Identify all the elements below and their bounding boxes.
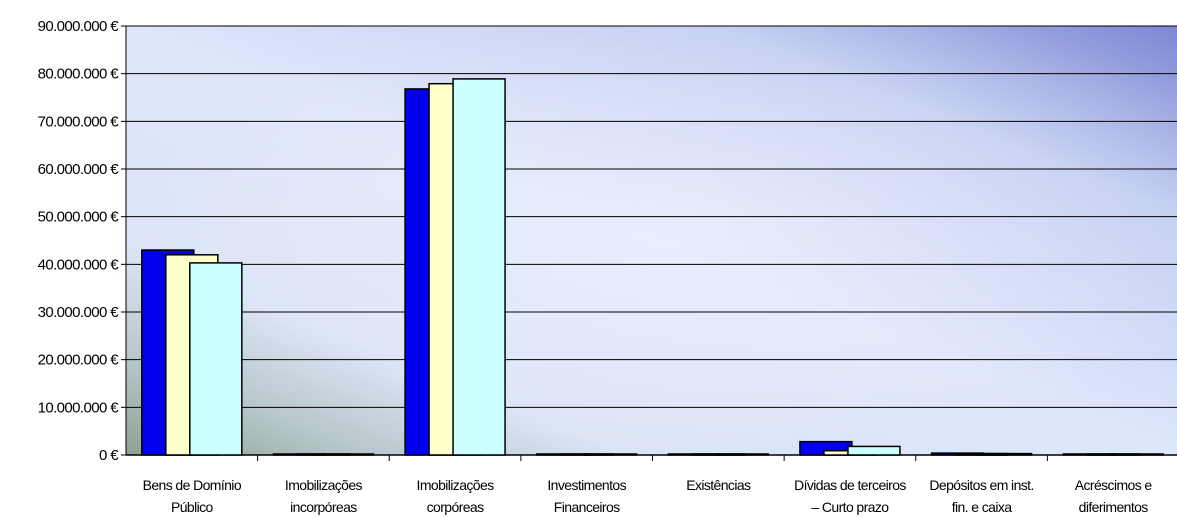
x-tick-label: Dívidas de terceiros (794, 477, 906, 493)
y-axis: 0 € 10.000.000 € 20.000.000 € 30.000.000 € 4… (38, 18, 127, 464)
x-tick-label: Bens de Domínio (143, 477, 242, 493)
y-tick-label: 70.000.000 € (38, 113, 120, 130)
x-tick-label: fin. e caixa (952, 499, 1013, 515)
y-tick-label: 30.000.000 € (38, 304, 120, 321)
y-tick-label: 20.000.000 € (38, 352, 120, 369)
y-tick-label: 40.000.000 € (38, 256, 120, 273)
bar (452, 78, 506, 456)
bar (1110, 453, 1164, 456)
x-tick-label: Acréscimos e (1075, 477, 1153, 493)
x-tick-label: incorpóreas (290, 499, 357, 515)
y-tick-label: 80.000.000 € (38, 66, 120, 83)
y-tick-label: 10.000.000 € (38, 399, 120, 416)
y-tick-label: 60.000.000 € (38, 161, 120, 178)
x-tick-label: Público (171, 499, 214, 515)
x-tick-label: diferimentos (1079, 499, 1149, 515)
bar (715, 453, 770, 456)
x-axis: Bens de Domínio Público Imobilizações incor… (126, 454, 1177, 515)
x-tick-label: Imobilizações (285, 477, 363, 493)
bars (141, 78, 1164, 456)
x-tick-label: Depósitos em inst. (929, 477, 1033, 493)
y-tick-label: 90.000.000 € (38, 18, 120, 35)
x-tick-label: Investimentos (547, 477, 626, 493)
y-tick-label: 0 € (99, 447, 119, 464)
bar (320, 453, 375, 456)
gridlines (126, 25, 1177, 456)
bar (847, 445, 901, 456)
x-tick-label: Financeiros (554, 499, 620, 515)
x-tick-label: – Curto prazo (811, 499, 889, 515)
bar (978, 452, 1033, 456)
x-tick-label: Existências (686, 477, 751, 493)
plot-area-glow (126, 26, 1177, 455)
bar (189, 262, 243, 456)
y-tick-label: 50.000.000 € (38, 209, 120, 226)
x-tick-label: Imobilizações (417, 477, 495, 493)
bar (583, 453, 638, 456)
x-tick-label: corpóreas (427, 499, 484, 515)
